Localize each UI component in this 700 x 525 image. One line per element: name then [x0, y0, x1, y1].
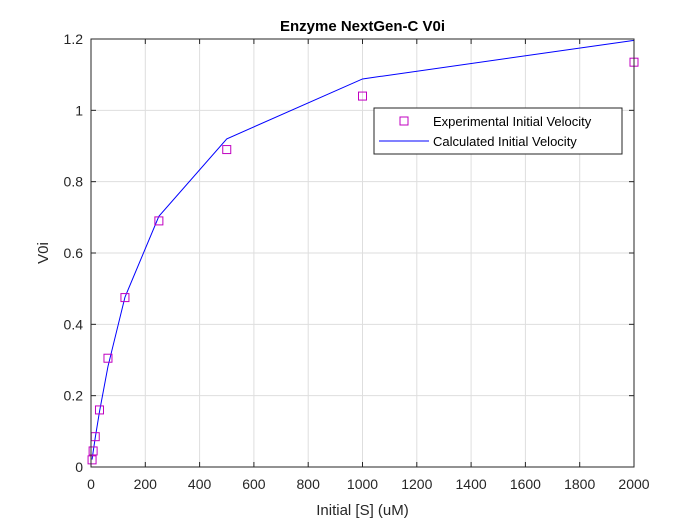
x-tick-label: 800 [297, 476, 321, 492]
y-tick-label: 0 [75, 459, 83, 475]
experimental-velocity-marker [358, 91, 367, 101]
x-tick-label: 600 [242, 476, 266, 492]
y-tick-label: 0.2 [64, 388, 84, 404]
experimental-velocity-marker [94, 405, 104, 415]
y-tick-label: 1 [75, 102, 83, 118]
legend-box [373, 107, 623, 155]
x-tick-label: 1000 [347, 476, 378, 492]
experimental-velocity-marker [103, 353, 113, 363]
x-tick-label: 1800 [564, 476, 595, 492]
x-tick-label: 1200 [401, 476, 432, 492]
experimental-velocity-marker [120, 293, 130, 303]
experimental-velocity-marker [87, 455, 97, 465]
x-tick-label: 1600 [510, 476, 541, 492]
y-tick-label: 0.6 [64, 245, 84, 261]
experimental-velocity-marker [222, 145, 232, 155]
calculated-velocity-line [91, 39, 635, 460]
x-tick-label: 1400 [456, 476, 487, 492]
y-axis-label: V0i [35, 242, 52, 264]
y-tick-label: 0.8 [64, 174, 84, 190]
legend-label: Calculated Initial Velocity [433, 134, 577, 149]
y-tick-label: 1.2 [64, 31, 84, 47]
experimental-velocity-marker [154, 216, 164, 226]
x-tick-label: 0 [87, 476, 95, 492]
x-tick-label: 2000 [618, 476, 649, 492]
legend: Experimental Initial Velocity Calculated … [373, 107, 623, 155]
experimental-velocity-marker [88, 446, 98, 456]
x-tick-label: 400 [188, 476, 212, 492]
ticks: 0 200 400 600 800 1000 1200 1400 1600 1800 2000 0 0.… [64, 31, 650, 492]
legend-marker-experimental [399, 116, 409, 126]
x-tick-label: 200 [134, 476, 158, 492]
x-axis-label: Initial [S] (uM) [316, 502, 409, 519]
y-tick-label: 0.4 [64, 316, 84, 332]
legend-label: Experimental Initial Velocity [433, 114, 592, 129]
series-layer [87, 39, 639, 465]
chart-title: Enzyme NextGen-C V0i [280, 18, 445, 35]
